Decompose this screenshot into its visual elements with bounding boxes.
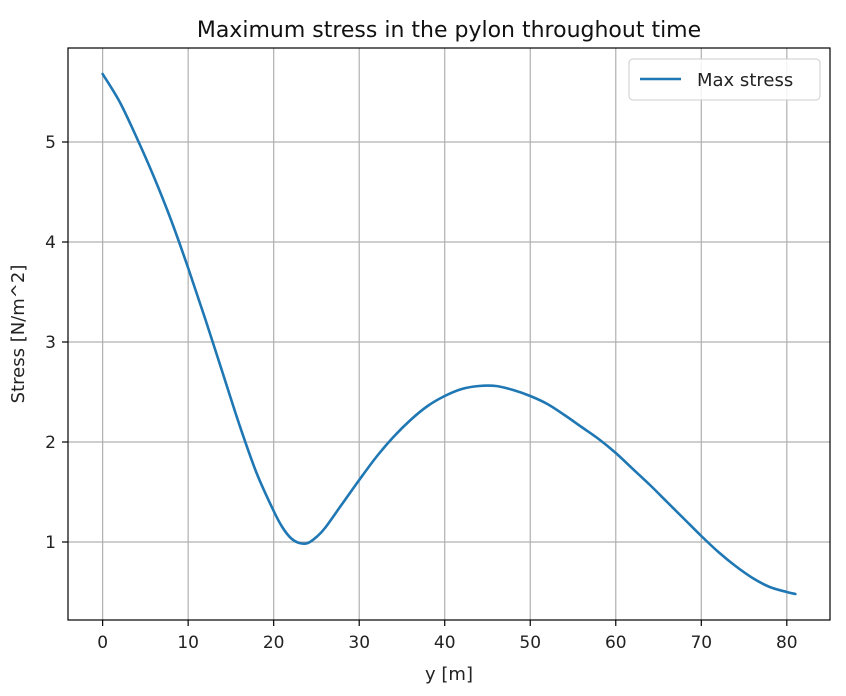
grid xyxy=(68,48,830,620)
y-tick-label: 1 xyxy=(45,533,56,553)
chart-title: Maximum stress in the pylon throughout t… xyxy=(197,18,701,43)
x-tick-label: 50 xyxy=(519,633,541,653)
x-tick-label: 0 xyxy=(97,633,108,653)
ticks: 0 10 20 30 40 50 60 70 80 1 2 3 4 5 xyxy=(45,133,797,653)
x-axis-label: y [m] xyxy=(425,664,473,685)
y-axis-label: Stress [N/m^2] xyxy=(8,265,29,404)
y-tick-label: 3 xyxy=(45,333,56,353)
series-line-0 xyxy=(101,72,797,596)
legend: Max stress xyxy=(628,58,821,101)
legend-box xyxy=(628,58,821,101)
x-tick-label: 70 xyxy=(690,633,712,653)
x-tick-label: 80 xyxy=(776,633,798,653)
series-layer xyxy=(101,72,797,596)
plot-frame xyxy=(67,47,831,621)
x-tick-label: 10 xyxy=(177,633,199,653)
x-tick-label: 30 xyxy=(348,633,370,653)
legend-label-max-stress: Max stress xyxy=(697,70,793,91)
y-tick-label: 5 xyxy=(45,133,56,153)
x-tick-label: 60 xyxy=(605,633,627,653)
y-tick-label: 4 xyxy=(45,233,56,253)
y-tick-label: 2 xyxy=(45,433,56,453)
x-tick-label: 20 xyxy=(263,633,285,653)
x-tick-label: 40 xyxy=(434,633,456,653)
